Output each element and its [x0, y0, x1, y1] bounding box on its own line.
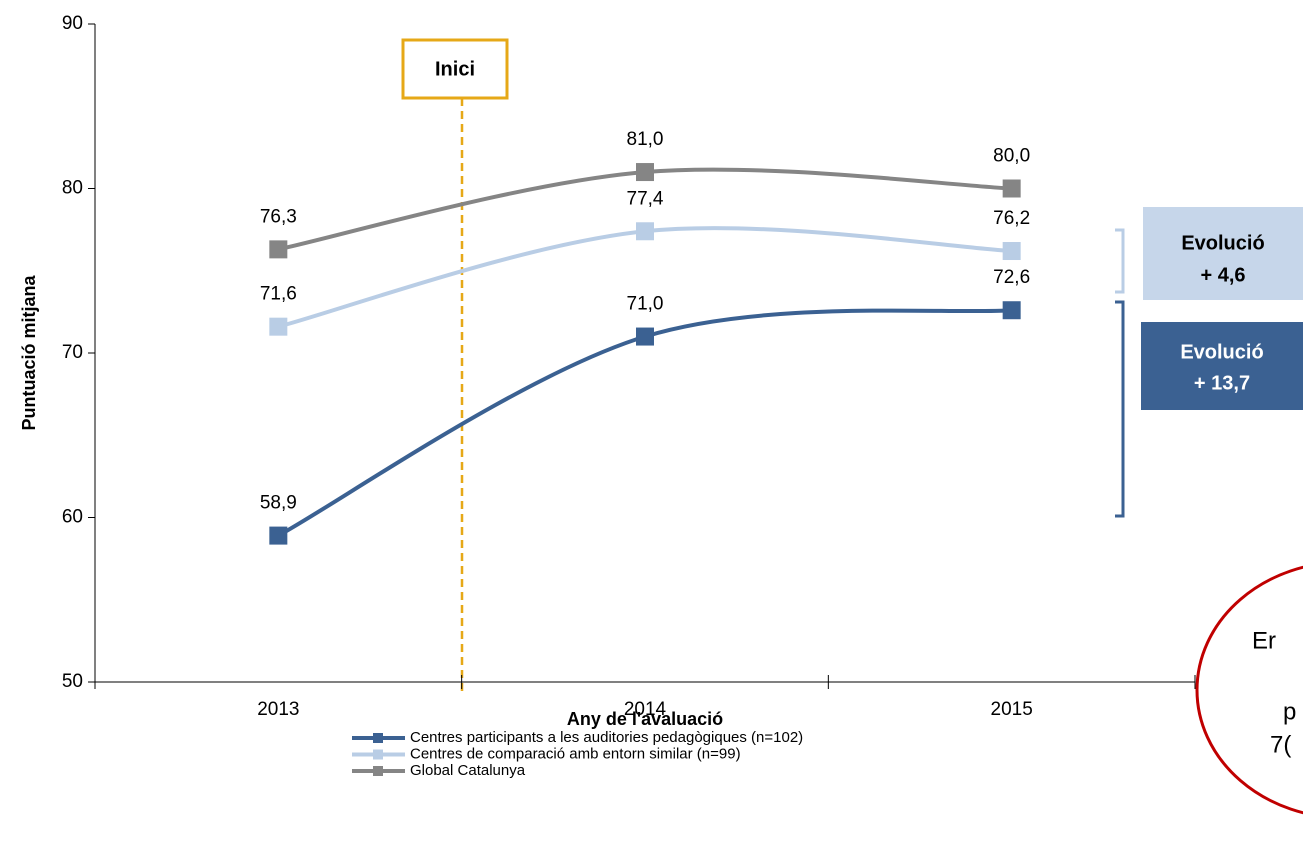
evolution-label: Evolució [1181, 232, 1264, 254]
legend-marker [373, 749, 383, 760]
data-label: 81,0 [627, 129, 664, 150]
point [1002, 242, 1021, 261]
point [269, 317, 288, 336]
y-axis-title: Puntuació mitjana [19, 275, 39, 431]
legend-marker [373, 766, 383, 776]
x-tick-label: 2014 [624, 699, 667, 720]
callout-ellipse [1195, 565, 1303, 815]
point [1002, 179, 1021, 198]
callout-text: Er [1252, 627, 1276, 654]
y-tick-label: 60 [62, 507, 83, 528]
legend-marker [373, 733, 383, 743]
bracket-dark [1115, 300, 1125, 518]
point [1002, 301, 1021, 320]
data-label: 58,9 [260, 493, 297, 514]
evolution-value: + 4,6 [1200, 264, 1245, 286]
data-label: 76,2 [993, 208, 1030, 229]
y-tick-label: 70 [62, 342, 83, 363]
start-label: Inici [435, 58, 475, 80]
evolution-box-dark [1141, 322, 1303, 410]
data-label: 72,6 [993, 267, 1030, 288]
x-tick-label: 2015 [991, 699, 1033, 720]
evolution-box-light [1143, 207, 1303, 300]
legend-label: Centres de comparació amb entorn similar… [410, 745, 741, 762]
point [269, 526, 288, 545]
point [269, 240, 288, 259]
legend-label: Centres participants a les auditories pe… [410, 729, 803, 746]
evolution-value: + 13,7 [1194, 372, 1250, 394]
evolution-label: Evolució [1180, 341, 1263, 363]
x-axis-title: Any de l'avaluació [567, 709, 723, 729]
data-label: 76,3 [260, 206, 297, 227]
bracket-light [1115, 228, 1125, 294]
start-box [401, 38, 509, 100]
callout-text: 7( [1270, 731, 1291, 758]
legend-label: Global Catalunya [410, 762, 526, 779]
callout-text: p [1283, 698, 1296, 725]
data-label: 71,6 [260, 284, 297, 305]
data-label: 71,0 [627, 294, 664, 315]
y-tick-label: 80 [62, 178, 83, 199]
point [636, 222, 654, 241]
y-tick-label: 50 [62, 671, 83, 692]
point [636, 163, 654, 182]
y-tick-label: 90 [62, 13, 83, 34]
point [636, 327, 654, 346]
data-label: 77,4 [627, 188, 664, 209]
x-tick-label: 2013 [257, 699, 299, 720]
data-label: 80,0 [993, 146, 1030, 167]
